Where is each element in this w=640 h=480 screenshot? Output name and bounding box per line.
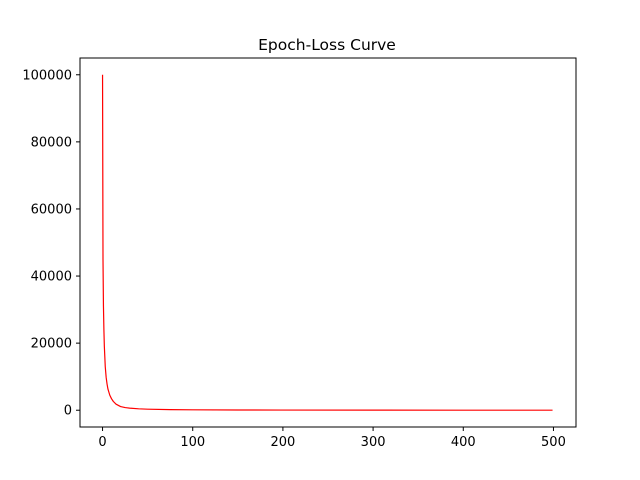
x-tick-label: 0	[98, 435, 106, 450]
y-tick-label: 20000	[31, 337, 72, 352]
y-tick-label: 40000	[31, 270, 72, 285]
y-tick-label: 60000	[31, 202, 72, 217]
plot-area	[80, 58, 576, 427]
loss-series-line	[101, 74, 553, 411]
x-tick-label: 100	[180, 435, 205, 450]
chart-title: Epoch-Loss Curve	[258, 36, 396, 54]
y-tick-label: 80000	[31, 135, 72, 150]
x-axis: 0 100 200 300 400 500	[98, 427, 566, 450]
y-axis: 0 20000 40000 60000 80000 100000	[22, 68, 80, 419]
y-tick-label: 0	[64, 404, 72, 419]
plot-frame	[79, 57, 577, 428]
x-tick-label: 500	[541, 435, 566, 450]
x-tick-label: 200	[270, 435, 295, 450]
series-layer	[101, 74, 553, 411]
y-tick-label: 100000	[22, 68, 72, 83]
x-tick-label: 300	[361, 435, 386, 450]
x-tick-label: 400	[451, 435, 476, 450]
